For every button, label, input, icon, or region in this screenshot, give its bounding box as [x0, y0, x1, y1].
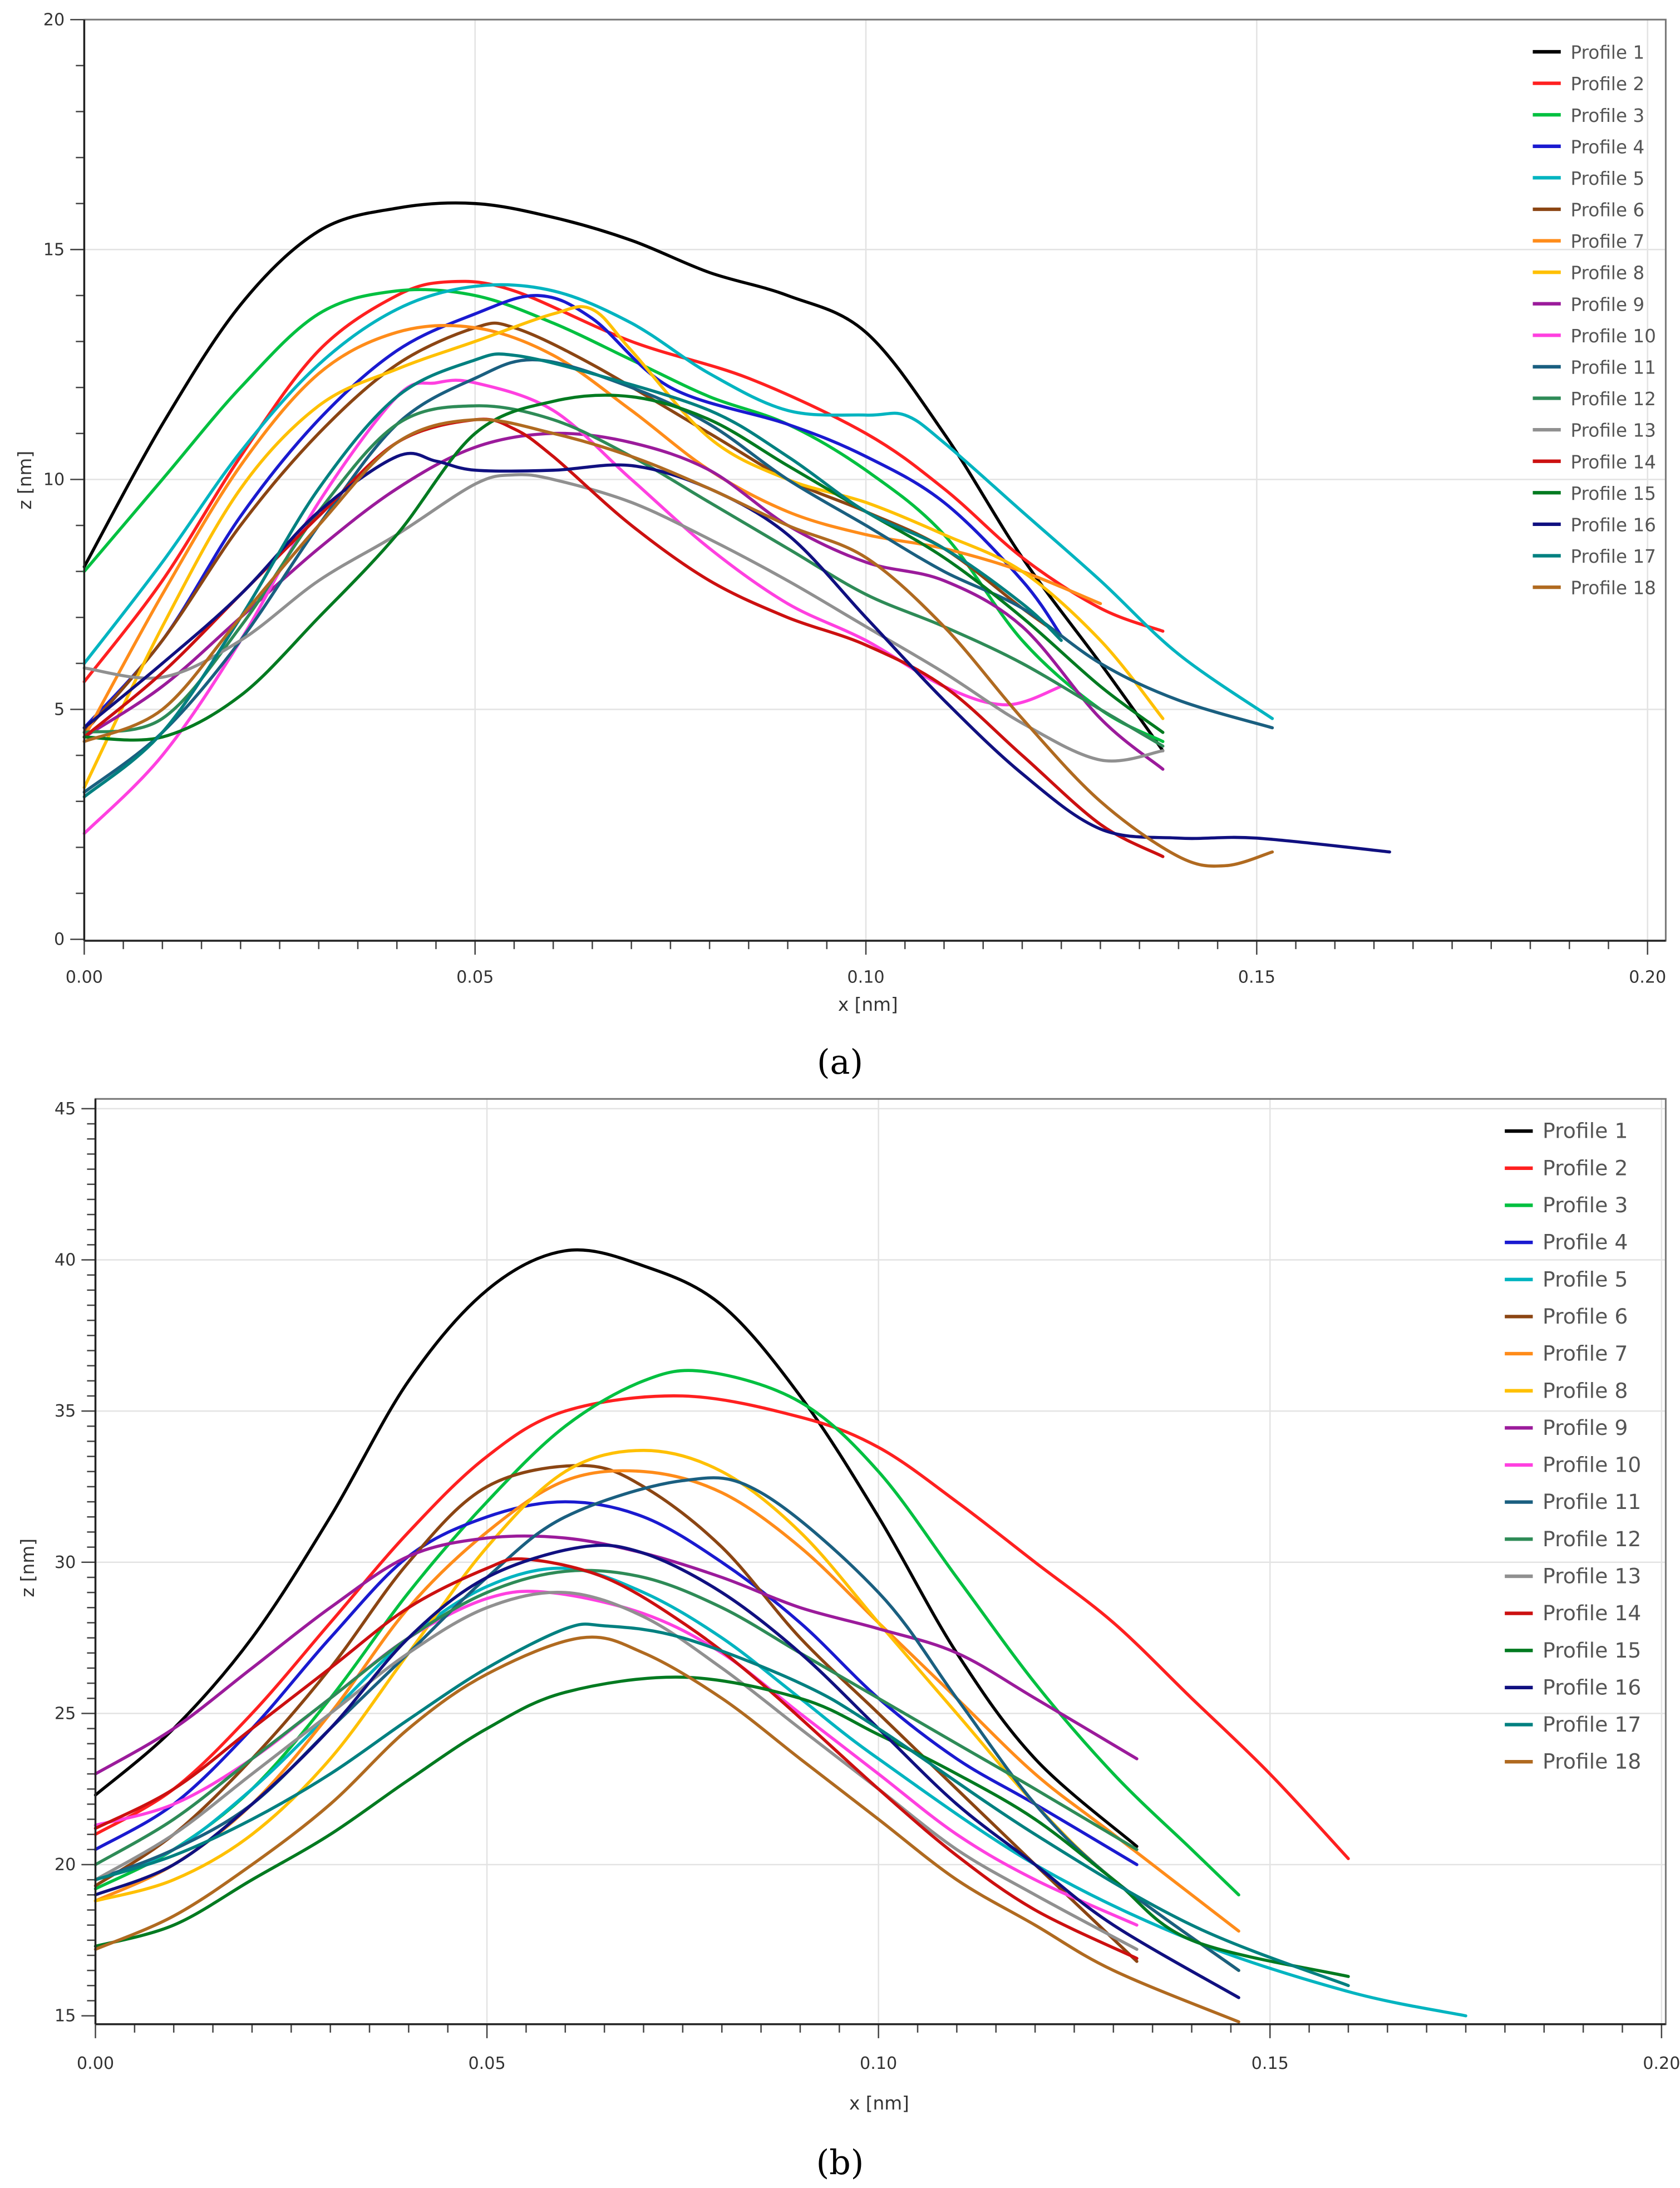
legend-label: Profile 7	[1570, 231, 1644, 252]
legend-label: Profile 11	[1570, 357, 1656, 378]
y-tick-label: 10	[43, 470, 65, 489]
series-line-profile-16	[93, 1543, 1240, 1999]
legend-label: Profile 13	[1543, 1564, 1641, 1589]
legend-label: Profile 14	[1543, 1601, 1641, 1625]
series-line-profile-15	[93, 1675, 1350, 1978]
y-axis-label: z [nm]	[14, 451, 36, 510]
legend-label: Profile 2	[1543, 1156, 1628, 1180]
x-tick-label: 0.00	[77, 2054, 114, 2073]
series-line-profile-13	[82, 473, 1165, 763]
legend-label: Profile 18	[1570, 578, 1656, 599]
legend-label: Profile 8	[1570, 263, 1644, 284]
legend-label: Profile 1	[1570, 42, 1644, 63]
legend-label: Profile 12	[1570, 389, 1656, 410]
x-tick-label: 0.15	[1252, 2054, 1289, 2073]
y-tick-label: 20	[55, 1855, 76, 1875]
series-line-profile-15	[82, 394, 1165, 742]
chart-a: 0.00 0.05 0.10 0.15 0.20 0 5 10 15 20 Profile 1 Pro…	[14, 10, 1667, 1082]
legend-label: Profile 10	[1570, 326, 1656, 347]
legend-label: Profile 4	[1570, 136, 1644, 158]
legend-label: Profile 16	[1570, 514, 1656, 535]
legend-label: Profile 3	[1543, 1193, 1628, 1217]
series-line-profile-1	[82, 201, 1165, 753]
series-line-profile-4	[82, 294, 1063, 730]
series-line-profile-11	[82, 358, 1274, 794]
y-axis-label: z [nm]	[17, 1538, 38, 1597]
legend-label: Profile 17	[1570, 546, 1656, 567]
legend-label: Profile 2	[1570, 73, 1644, 95]
series-line-profile-18	[93, 1635, 1240, 2024]
y-tick-label: 0	[54, 930, 65, 950]
x-tick-label: 0.10	[847, 968, 884, 987]
legend-label: Profile 5	[1543, 1267, 1628, 1291]
panel-caption: (a)	[817, 1043, 863, 1082]
legend-label: Profile 6	[1570, 200, 1644, 221]
y-tick-label: 25	[55, 1704, 76, 1723]
y-tick-label: 40	[55, 1251, 76, 1270]
chart-b: 0.00 0.05 0.10 0.15 0.20 15 20 25 30 35 40 45 Profil…	[17, 1098, 1680, 2182]
x-tick-label: 0.15	[1238, 968, 1275, 987]
y-tick-label: 20	[43, 10, 65, 29]
y-tick-label: 30	[55, 1553, 76, 1572]
x-tick-label: 0.20	[1643, 2054, 1680, 2073]
legend-label: Profile 10	[1543, 1453, 1641, 1477]
x-tick-label: 0.00	[66, 968, 103, 987]
series-line-profile-18	[82, 417, 1274, 868]
series-line-profile-7	[93, 1469, 1240, 1933]
legend-label: Profile 9	[1570, 294, 1644, 315]
legend-label: Profile 1	[1543, 1119, 1628, 1143]
x-tick-label: 0.20	[1629, 968, 1666, 987]
x-tick-label: 0.05	[468, 2054, 505, 2073]
x-tick-label: 0.10	[860, 2054, 897, 2073]
legend-label: Profile 16	[1543, 1675, 1641, 1699]
y-tick-label: 45	[55, 1099, 76, 1119]
series-line-profile-5	[82, 283, 1274, 720]
x-axis-label: x [nm]	[838, 994, 898, 1015]
series-line-profile-2	[93, 1394, 1350, 1860]
legend-label: Profile 18	[1543, 1749, 1641, 1774]
y-tick-label: 35	[55, 1402, 76, 1421]
legend-label: Profile 15	[1543, 1638, 1641, 1663]
legend-label: Profile 17	[1543, 1712, 1641, 1737]
panel-caption: (b)	[816, 2143, 864, 2182]
legend-label: Profile 9	[1543, 1415, 1628, 1440]
series-line-profile-4	[93, 1500, 1139, 1866]
legend-label: Profile 13	[1570, 420, 1656, 441]
series-line-profile-14	[93, 1557, 1139, 1960]
series-line-profile-1	[93, 1248, 1139, 1848]
series-line-profile-12	[93, 1569, 1139, 1866]
y-tick-label: 15	[43, 240, 65, 259]
x-tick-label: 0.05	[456, 968, 494, 987]
series-line-profile-12	[82, 404, 1165, 748]
legend-label: Profile 6	[1543, 1304, 1628, 1329]
series-line-profile-17	[93, 1622, 1350, 1988]
legend-label: Profile 7	[1543, 1341, 1628, 1366]
legend-label: Profile 5	[1570, 168, 1644, 189]
legend-label: Profile 3	[1570, 105, 1644, 126]
y-tick-label: 5	[54, 700, 65, 720]
series-line-profile-8	[82, 305, 1165, 789]
legend-label: Profile 8	[1543, 1378, 1628, 1403]
y-tick-label: 15	[55, 2007, 76, 2026]
series-line-profile-13	[93, 1590, 1139, 1951]
legend-label: Profile 12	[1543, 1527, 1641, 1551]
x-axis-label: x [nm]	[849, 2093, 909, 2114]
legend-label: Profile 4	[1543, 1230, 1628, 1255]
legend-label: Profile 11	[1543, 1489, 1641, 1514]
legend-label: Profile 14	[1570, 451, 1656, 473]
legend-label: Profile 15	[1570, 483, 1656, 504]
